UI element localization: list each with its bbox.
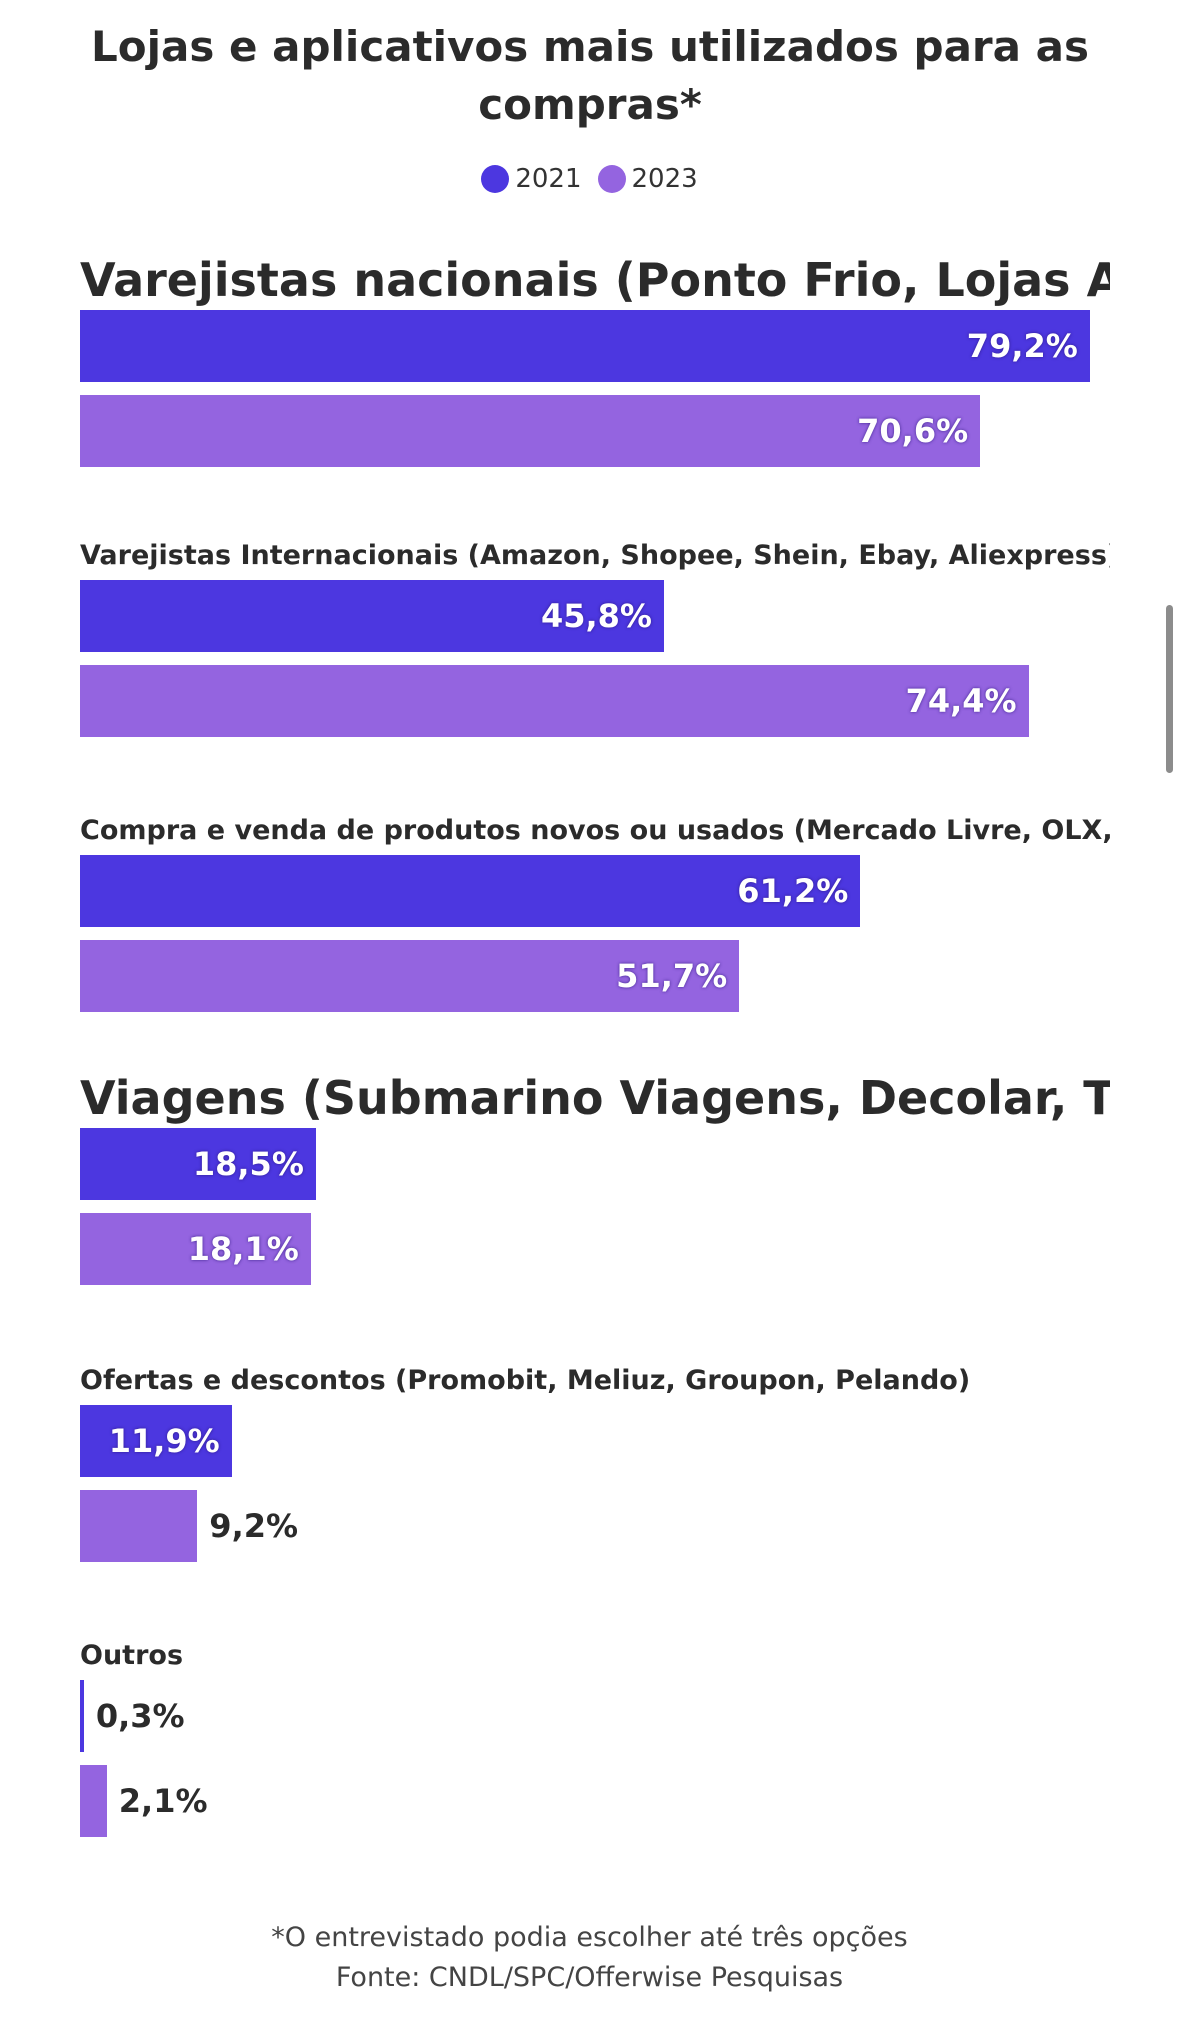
bar-2021-1 (80, 580, 664, 652)
category-label-3: Viagens (Submarino Viagens, Decolar, Tri… (80, 1071, 1110, 1125)
bar-2021-5 (80, 1680, 84, 1752)
value-label-2023-2: 51,7% (616, 957, 728, 995)
bar-2021-2 (80, 855, 861, 927)
value-label-2021-3: 18,5% (192, 1145, 304, 1183)
footnote: *O entrevistado podia escolher até três … (0, 1918, 1179, 1998)
category-label-4: Ofertas e descontos (Promobit, Meliuz, G… (80, 1365, 971, 1396)
value-label-2023-5: 2,1% (118, 1782, 208, 1820)
bar-2023-2 (80, 940, 740, 1012)
bar-2021-3 (80, 1128, 316, 1200)
chart-title: Lojas e aplicativos mais utilizados para… (91, 22, 1089, 129)
scrollbar[interactable] (1166, 605, 1173, 773)
legend-dot-2021 (481, 165, 510, 193)
legend-label-2023: 2023 (631, 164, 698, 194)
legend-item-2023: 2023 (597, 164, 698, 194)
bar-2023-1 (80, 665, 1029, 737)
category-label-5: Outros (80, 1640, 184, 1671)
value-label-2021-0: 79,2% (966, 327, 1078, 365)
bar-2023-0 (80, 395, 981, 467)
category-label-1: Varejistas Internacionais (Amazon, Shope… (80, 540, 1110, 571)
value-label-2023-0: 70,6% (857, 412, 969, 450)
bar-2021-4 (80, 1405, 232, 1477)
legend: 2021 2023 (0, 164, 1179, 194)
legend-dot-2023 (597, 165, 626, 193)
legend-label-2021: 2021 (515, 164, 582, 194)
value-label-2021-5: 0,3% (95, 1697, 185, 1735)
bar-2023-3 (80, 1213, 311, 1285)
value-label-2023-4: 9,2% (209, 1507, 299, 1545)
category-label-2: Compra e venda de produtos novos ou usad… (80, 815, 1110, 846)
value-label-2021-1: 45,8% (540, 597, 652, 635)
bar-2023-5 (80, 1765, 107, 1837)
bar-2023-4 (80, 1490, 198, 1562)
value-label-2023-3: 18,1% (187, 1230, 299, 1268)
category-label-0: Varejistas nacionais (Ponto Frio, Lojas … (80, 253, 1110, 307)
footnote-note: *O entrevistado podia escolher até três … (271, 1922, 908, 1953)
value-label-2023-1: 74,4% (905, 682, 1017, 720)
value-label-2021-2: 61,2% (737, 872, 849, 910)
bar-2021-0 (80, 310, 1090, 382)
footnote-source: Fonte: CNDL/SPC/Offerwise Pesquisas (335, 1962, 844, 1993)
legend-item-2021: 2021 (481, 164, 582, 194)
value-label-2021-4: 11,9% (108, 1422, 220, 1460)
